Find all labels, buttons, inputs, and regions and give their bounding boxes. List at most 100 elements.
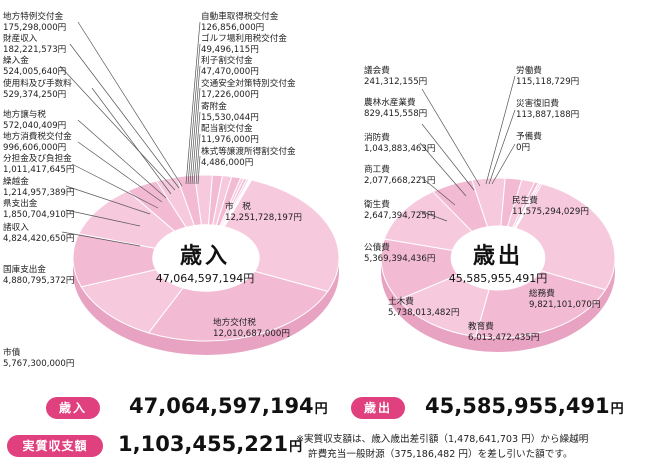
revenue-label-value: 15,530,044円 xyxy=(201,112,259,123)
revenue-label-13: 財産収入 182,221,573円 xyxy=(3,34,66,55)
revenue-label-name: 市 税 xyxy=(225,202,251,212)
expenditure-label-4: 土木費 5,738,013,482円 xyxy=(388,297,459,318)
revenue-leader-12 xyxy=(59,65,176,191)
revenue-label-name: 自動車取得税交付金 xyxy=(201,12,279,22)
expenditure-center-title: 歳出 xyxy=(472,244,523,269)
revenue-label-18: 交通安全対策特別交付金 17,226,000円 xyxy=(201,79,296,100)
revenue-leader-5 xyxy=(61,231,141,247)
revenue-label-7: 繰越金 1,214,957,389円 xyxy=(3,177,74,198)
revenue-ring-hole xyxy=(153,225,259,291)
revenue-label-name: 配当割交付金 xyxy=(201,124,253,134)
revenue-leader-7 xyxy=(65,185,151,215)
expenditure-label-name: 災害復旧費 xyxy=(516,99,559,109)
revenue-label-name: 繰入金 xyxy=(3,56,29,66)
expenditure-label-12: 災害復旧費 113,887,188円 xyxy=(516,99,579,120)
revenue-label-value: 1,011,417,645円 xyxy=(3,164,75,175)
expenditure-label-value: 115,118,729円 xyxy=(516,76,580,87)
expenditure-label-name: 農林水産業費 xyxy=(364,98,416,108)
expenditure-label-value: 5,369,394,436円 xyxy=(364,253,436,264)
expenditure-label-10: 議会費 241,312,155円 xyxy=(364,66,427,87)
expenditure-slice-2 xyxy=(475,270,607,339)
expenditure-total-value: 45,585,955,491円 xyxy=(425,394,624,418)
revenue-label-3: 市債 5,767,300,000円 xyxy=(3,348,74,369)
revenue-label-value: 529,374,250円 xyxy=(3,89,67,100)
expenditure-badge: 歳出 xyxy=(351,397,405,419)
expenditure-label-7: 商工費 2,077,668,221円 xyxy=(364,165,435,186)
expenditure-label-6: 衛生費 2,647,394,725円 xyxy=(364,200,435,221)
expenditure-label-value: 829,415,558円 xyxy=(364,108,428,119)
revenue-label-4: 国庫支出金 4,880,795,372円 xyxy=(3,265,74,286)
expenditure-leader-8 xyxy=(419,142,467,197)
net-balance-value: 1,103,455,221円 xyxy=(118,432,302,456)
expenditure-label-value: 0円 xyxy=(516,142,531,153)
expenditure-label-value: 2,647,394,725円 xyxy=(364,210,436,221)
revenue-label-value: 126,856,000円 xyxy=(201,22,265,33)
expenditure-label-13: 予備費 0円 xyxy=(516,132,542,153)
revenue-center-title: 歳入 xyxy=(179,244,230,269)
expenditure-ring-hole xyxy=(452,227,544,289)
note-line-2: 許費充当一般財源（375,186,482 円）を差し引いた額です。 xyxy=(308,449,573,460)
expenditure-label-11: 労働費 115,118,729円 xyxy=(516,66,579,87)
revenue-label-name: 寄附金 xyxy=(201,102,227,112)
expenditure-label-1: 民生費 11,575,294,029円 xyxy=(512,196,589,217)
revenue-label-value: 12,251,728,197円 xyxy=(225,212,302,223)
revenue-label-name: 利子割交付金 xyxy=(201,56,253,66)
revenue-label-17: 利子割交付金 47,470,000円 xyxy=(201,56,259,77)
revenue-label-name: 国庫支出金 xyxy=(3,265,46,275)
revenue-label-value: 572,040,409円 xyxy=(3,120,67,131)
expenditure-leader-10 xyxy=(421,88,481,187)
expenditure-label-value: 113,887,188円 xyxy=(516,109,580,120)
revenue-label-19: 寄附金 15,530,044円 xyxy=(201,102,259,123)
expenditure-label-value: 1,043,883,463円 xyxy=(364,143,436,154)
expenditure-label-value: 6,013,472,435円 xyxy=(468,332,540,343)
revenue-leader-13 xyxy=(69,43,180,189)
revenue-leader-8 xyxy=(71,163,159,209)
revenue-label-16: ゴルフ場利用税交付金 49,496,115円 xyxy=(201,34,287,55)
revenue-slice-21 xyxy=(223,179,253,228)
revenue-label-value: 11,976,000円 xyxy=(201,134,259,145)
expenditure-leader-9 xyxy=(421,123,475,191)
expenditure-label-name: 教育費 xyxy=(468,322,494,332)
expenditure-leader-7 xyxy=(419,175,456,206)
revenue-label-name: 交通安全対策特別交付金 xyxy=(201,79,296,89)
expenditure-label-value: 5,738,013,482円 xyxy=(388,307,460,318)
revenue-label-value: 4,486,000円 xyxy=(201,157,254,168)
revenue-label-value: 1,214,957,389円 xyxy=(3,187,75,198)
revenue-label-name: 財産収入 xyxy=(3,34,38,44)
expenditure-label-3: 教育費 6,013,472,435円 xyxy=(468,322,539,343)
expenditure-label-name: 予備費 xyxy=(516,132,542,142)
expenditure-slice-1 xyxy=(514,183,616,291)
expenditure-label-name: 公債費 xyxy=(364,243,390,253)
revenue-badge: 歳入 xyxy=(46,397,100,419)
revenue-label-value: 182,221,573円 xyxy=(3,44,67,55)
expenditure-label-value: 241,312,155円 xyxy=(364,76,428,87)
expenditure-ring-side xyxy=(381,258,615,352)
revenue-label-name: 繰越金 xyxy=(3,177,29,187)
revenue-leader-19 xyxy=(193,111,201,185)
revenue-center-total: 47,064,597,194円 xyxy=(155,272,255,285)
expenditure-total-unit: 円 xyxy=(610,402,624,417)
net-balance-badge: 実質収支額 xyxy=(7,435,103,457)
expenditure-label-name: 衛生費 xyxy=(364,200,390,210)
revenue-label-8: 分担金及び負担金 1,011,417,645円 xyxy=(3,154,74,175)
expenditure-leader-13 xyxy=(491,143,516,185)
revenue-label-value: 49,496,115円 xyxy=(201,44,259,55)
revenue-label-6: 県支出金 1,850,704,910円 xyxy=(3,199,74,220)
revenue-label-14: 地方特例交付金 175,298,000円 xyxy=(3,12,66,33)
revenue-label-name: ゴルフ場利用税交付金 xyxy=(201,34,287,44)
expenditure-label-name: 土木費 xyxy=(388,297,414,307)
expenditure-label-9: 農林水産業費 829,415,558円 xyxy=(364,98,427,119)
expenditure-label-name: 総務費 xyxy=(529,289,555,299)
revenue-leader-18 xyxy=(191,87,201,185)
revenue-leader-11 xyxy=(91,87,172,195)
revenue-label-value: 5,767,300,000円 xyxy=(3,358,75,369)
revenue-label-1: 市 税 12,251,728,197円 xyxy=(225,202,302,223)
net-balance-note: ※実質収支額は、歳入歳出差引額（1,478,641,703 円）から繰越明 許費… xyxy=(296,432,588,462)
revenue-slice-2 xyxy=(147,270,329,342)
revenue-total-unit: 円 xyxy=(314,402,328,417)
expenditure-center-total: 45,585,955,491円 xyxy=(448,272,548,285)
expenditure-label-value: 11,575,294,029円 xyxy=(512,206,589,217)
expenditure-ring xyxy=(380,177,616,352)
expenditure-label-name: 議会費 xyxy=(364,66,390,76)
